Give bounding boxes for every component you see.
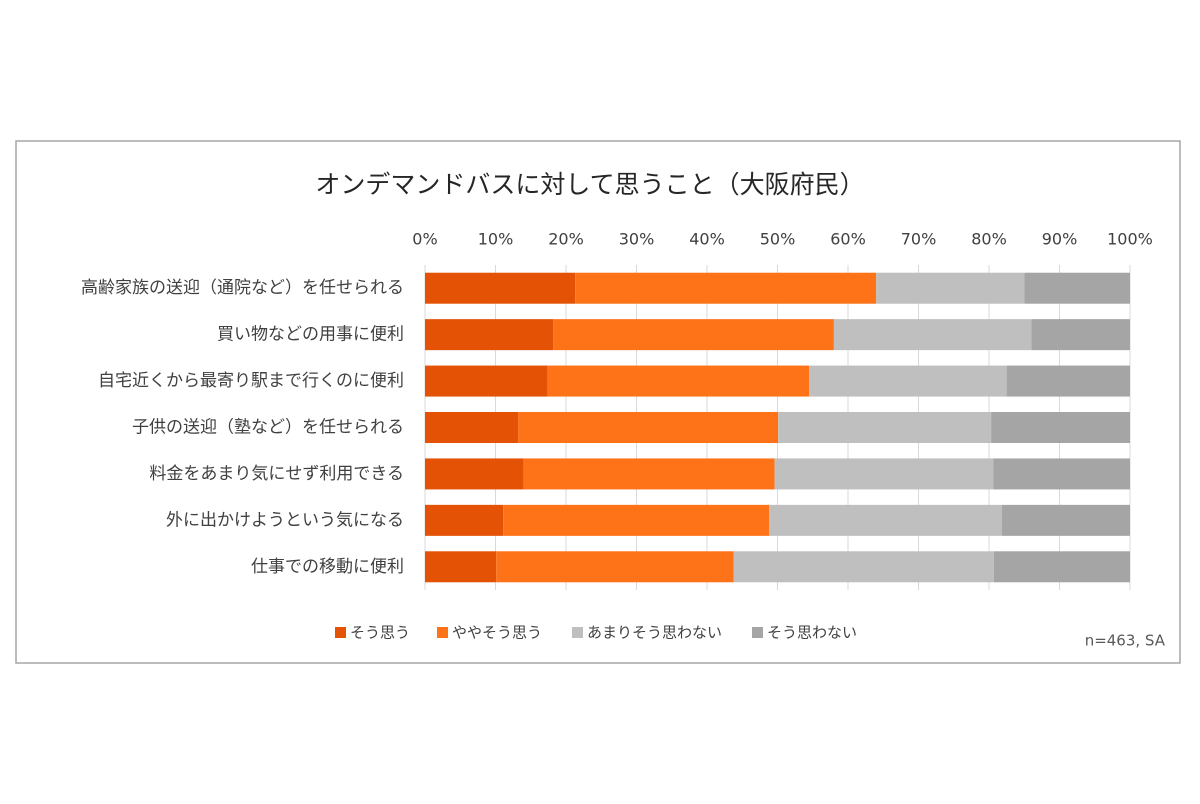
legend-swatch xyxy=(335,627,346,638)
legend-label: そう思う xyxy=(350,624,410,642)
bar-segment xyxy=(425,412,519,443)
bar-segment xyxy=(993,551,1130,583)
bar-segment xyxy=(778,412,992,443)
chart-frame xyxy=(15,140,1181,664)
x-tick-label: 100% xyxy=(1107,230,1153,249)
legend-swatch xyxy=(572,627,583,638)
chart-title: オンデマンドバスに対して思うこと（大阪府民） xyxy=(315,170,864,199)
y-tick-label: 仕事での移動に便利 xyxy=(251,557,404,577)
bar-segment xyxy=(503,504,770,536)
bar-segment xyxy=(1001,504,1130,536)
x-tick-label: 0% xyxy=(412,230,437,249)
bar-segment xyxy=(425,551,497,583)
bar-segment xyxy=(553,319,834,351)
legend-swatch xyxy=(752,627,763,638)
y-tick-label: 子供の送迎（塾など）を任せられる xyxy=(132,417,404,438)
legend-label: あまりそう思わない xyxy=(587,624,722,642)
x-tick-label: 40% xyxy=(689,230,725,249)
legend-swatch xyxy=(437,627,448,638)
x-tick-label: 20% xyxy=(548,230,584,249)
bar-segment xyxy=(1024,272,1130,304)
bar-segment xyxy=(575,272,877,304)
bar-segment xyxy=(425,458,524,490)
bar-segment xyxy=(523,458,775,490)
x-tick-label: 90% xyxy=(1042,230,1078,249)
bar-segment xyxy=(496,551,734,583)
bar-segment xyxy=(425,504,504,536)
x-tick-label: 60% xyxy=(830,230,866,249)
bar-segment xyxy=(769,504,1002,536)
bar-segment xyxy=(425,319,554,351)
y-tick-label: 料金をあまり気にせず利用できる xyxy=(149,464,404,484)
bar-segment xyxy=(733,551,994,583)
y-tick-label: 高齢家族の送迎（通院など）を任せられる xyxy=(81,278,404,298)
bar-segment xyxy=(425,272,576,304)
bar-segment xyxy=(547,365,810,397)
bar-segment xyxy=(1006,365,1130,397)
legend-label: ややそう思う xyxy=(452,624,542,642)
bar-segment xyxy=(991,412,1130,443)
x-tick-label: 80% xyxy=(971,230,1007,249)
x-tick-label: 70% xyxy=(901,230,937,249)
bar-segment xyxy=(1031,319,1130,351)
x-tick-label: 30% xyxy=(619,230,655,249)
bar-segment xyxy=(425,365,548,397)
y-tick-label: 買い物などの用事に便利 xyxy=(217,325,404,345)
bar-segment xyxy=(833,319,1032,351)
x-tick-label: 10% xyxy=(478,230,514,249)
footnote: n=463, SA xyxy=(1085,632,1166,650)
bar-segment xyxy=(809,365,1007,397)
x-tick-label: 50% xyxy=(760,230,796,249)
bar-segment xyxy=(993,458,1130,490)
bar-segment xyxy=(518,412,779,443)
legend-label: そう思わない xyxy=(767,624,857,642)
bar-segment xyxy=(876,272,1025,304)
y-tick-label: 自宅近くから最寄り駅まで行くのに便利 xyxy=(98,371,404,391)
y-tick-label: 外に出かけようという気になる xyxy=(166,510,404,530)
bar-segment xyxy=(774,458,994,490)
